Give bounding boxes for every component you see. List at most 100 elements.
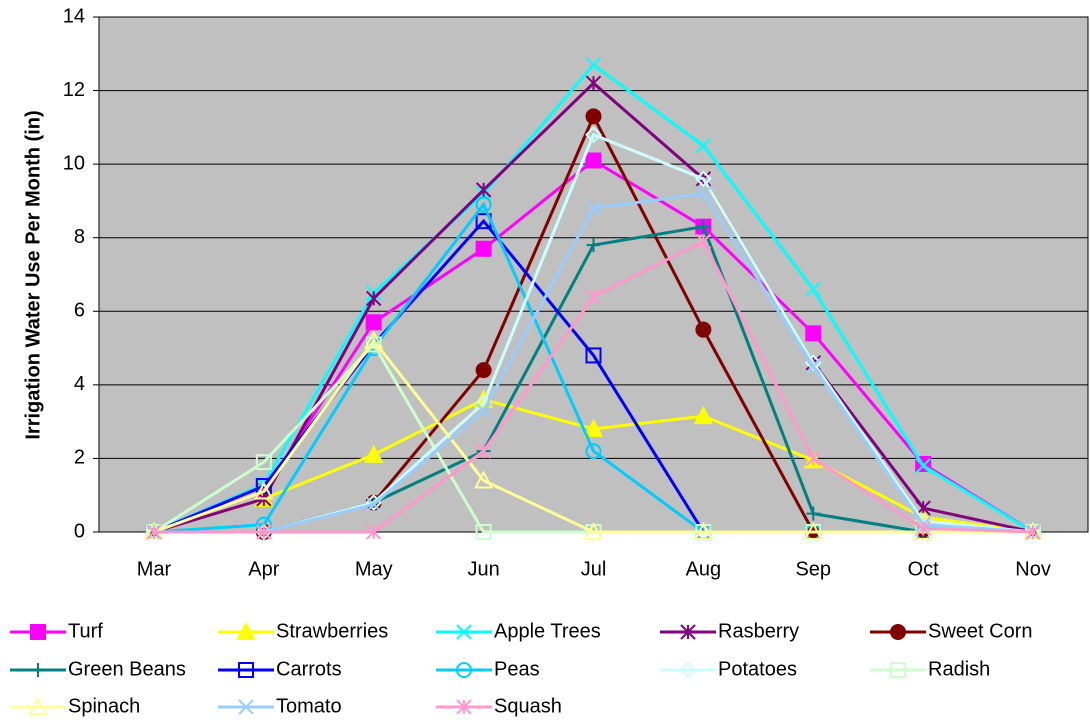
legend-marker (238, 699, 254, 715)
legend-item: Turf (10, 620, 103, 642)
legend-marker (890, 662, 906, 678)
marker (585, 75, 602, 91)
marker (475, 443, 492, 459)
marker (475, 196, 492, 213)
legend-item: Rasberry (660, 620, 799, 642)
marker (693, 521, 714, 540)
legend-marker (238, 662, 254, 678)
legend-marker (236, 621, 256, 640)
marker (586, 238, 601, 253)
legend-marker (28, 696, 48, 715)
legend-label: Carrots (276, 658, 342, 680)
marker (585, 347, 602, 364)
y-tick-label: 0 (74, 520, 85, 542)
x-tick-label: Oct (908, 558, 940, 580)
x-tick-label: Sep (795, 558, 831, 580)
marker (475, 402, 492, 419)
marker (255, 454, 272, 471)
marker (805, 450, 821, 467)
marker (585, 108, 602, 125)
marker (585, 200, 602, 216)
marker (475, 182, 492, 198)
y-tick-label: 12 (63, 79, 85, 101)
marker (696, 219, 711, 234)
marker (364, 330, 384, 349)
y-tick-label: 6 (74, 300, 85, 322)
y-tick-label: 8 (74, 226, 85, 248)
legend-item: Strawberries (218, 620, 388, 642)
marker (365, 314, 382, 331)
marker (695, 233, 712, 250)
marker (806, 506, 821, 521)
marker (254, 481, 274, 500)
legend-label: Tomato (276, 695, 342, 717)
x-tick-label: Aug (686, 558, 722, 580)
legend-item: Peas (436, 658, 540, 680)
legend-item: Carrots (218, 658, 342, 680)
legend-item: Green Beans (10, 658, 186, 680)
legend-item: Radish (870, 658, 990, 680)
marker (585, 443, 602, 460)
marker (915, 520, 931, 537)
marker (585, 126, 602, 144)
legend-marker (456, 699, 472, 715)
legend-label: Spinach (68, 695, 140, 717)
legend-label: Strawberries (276, 620, 388, 642)
legend-item: Potatoes (660, 658, 797, 680)
legend-marker (456, 624, 472, 640)
marker (695, 138, 712, 154)
x-tick-label: May (355, 558, 393, 580)
legend-marker (456, 662, 472, 678)
legend-label: Peas (494, 658, 540, 680)
marker (366, 496, 382, 513)
legend-label: Sweet Corn (928, 620, 1033, 642)
legend-item: Spinach (10, 695, 140, 717)
marker (693, 406, 714, 425)
legend-label: Radish (928, 658, 990, 680)
plot-area (98, 16, 1089, 533)
marker (585, 152, 602, 169)
legend-item: Apple Trees (436, 620, 601, 642)
marker (366, 290, 382, 307)
marker (585, 57, 602, 73)
marker (146, 524, 162, 540)
legend-label: Turf (68, 620, 103, 642)
marker (475, 362, 492, 379)
legend-marker (679, 661, 697, 679)
marker (695, 185, 712, 202)
x-tick-label: Jul (581, 558, 607, 580)
marker (805, 358, 821, 375)
legend-marker (680, 624, 696, 640)
marker (475, 524, 492, 540)
series-line (153, 338, 1034, 534)
marker (805, 281, 821, 297)
legend-marker (890, 624, 906, 640)
legend-label: Squash (494, 695, 562, 717)
marker (366, 524, 382, 540)
marker (694, 170, 712, 188)
legend-marker (31, 663, 45, 677)
legend-item: Tomato (218, 695, 342, 717)
x-tick-label: Jun (467, 558, 499, 580)
marker (475, 240, 492, 257)
legend-item: Squash (436, 695, 562, 717)
marker (805, 325, 822, 342)
legend-label: Green Beans (68, 658, 186, 680)
x-tick-label: Nov (1015, 558, 1051, 580)
legend-label: Apple Trees (494, 620, 601, 642)
legend-marker (30, 624, 46, 640)
marker (695, 321, 712, 338)
marker (1025, 524, 1041, 540)
y-tick-label: 14 (63, 5, 85, 27)
marker (915, 458, 931, 474)
marker (364, 444, 384, 463)
y-tick-label: 2 (74, 447, 85, 469)
x-tick-label: Mar (137, 558, 172, 580)
legend-item: Sweet Corn (870, 620, 1033, 642)
y-tick-label: 4 (74, 373, 85, 395)
legend-label: Potatoes (718, 658, 797, 680)
legend-label: Rasberry (718, 620, 799, 642)
y-axis-label: Irrigation Water Use Per Month (in) (22, 110, 44, 439)
marker (583, 418, 604, 437)
